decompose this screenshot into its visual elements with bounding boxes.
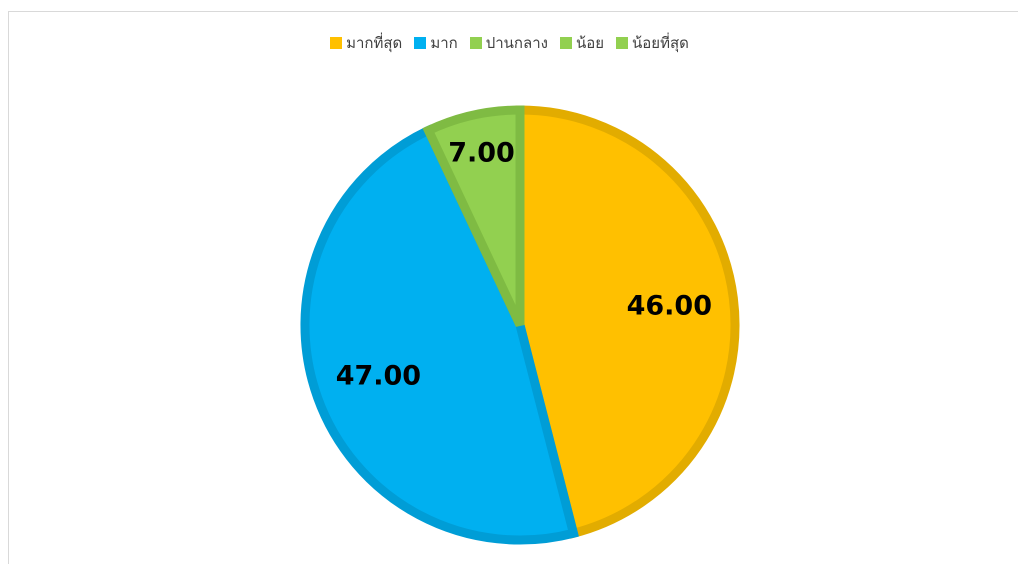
legend-swatch — [330, 37, 343, 49]
legend-item: มาก — [414, 31, 458, 55]
data-label: 47.00 — [336, 361, 421, 392]
legend-item: ปานกลาง — [469, 31, 548, 55]
legend-label: มาก — [430, 34, 458, 52]
legend-item: น้อย — [559, 31, 605, 55]
pie-slice — [300, 124, 579, 545]
data-label: 46.00 — [627, 291, 712, 322]
legend-swatch — [616, 37, 629, 49]
legend-item: น้อยที่สุด — [616, 31, 689, 55]
legend-label: มากที่สุด — [346, 34, 403, 52]
chart-legend: มากที่สุด มาก ปานกลาง น้อย น้อยที่สุด — [0, 31, 1019, 55]
legend-swatch — [414, 37, 427, 49]
legend-label: น้อย — [575, 34, 605, 52]
legend-item: มากที่สุด — [330, 31, 402, 55]
legend-swatch — [469, 37, 482, 49]
legend-swatch — [559, 37, 572, 49]
legend-label: ปานกลาง — [485, 34, 548, 52]
data-label: 7.00 — [448, 137, 515, 168]
pie-slice — [422, 105, 525, 327]
pie-slice — [515, 105, 740, 539]
legend-label: น้อยที่สุด — [632, 34, 689, 52]
